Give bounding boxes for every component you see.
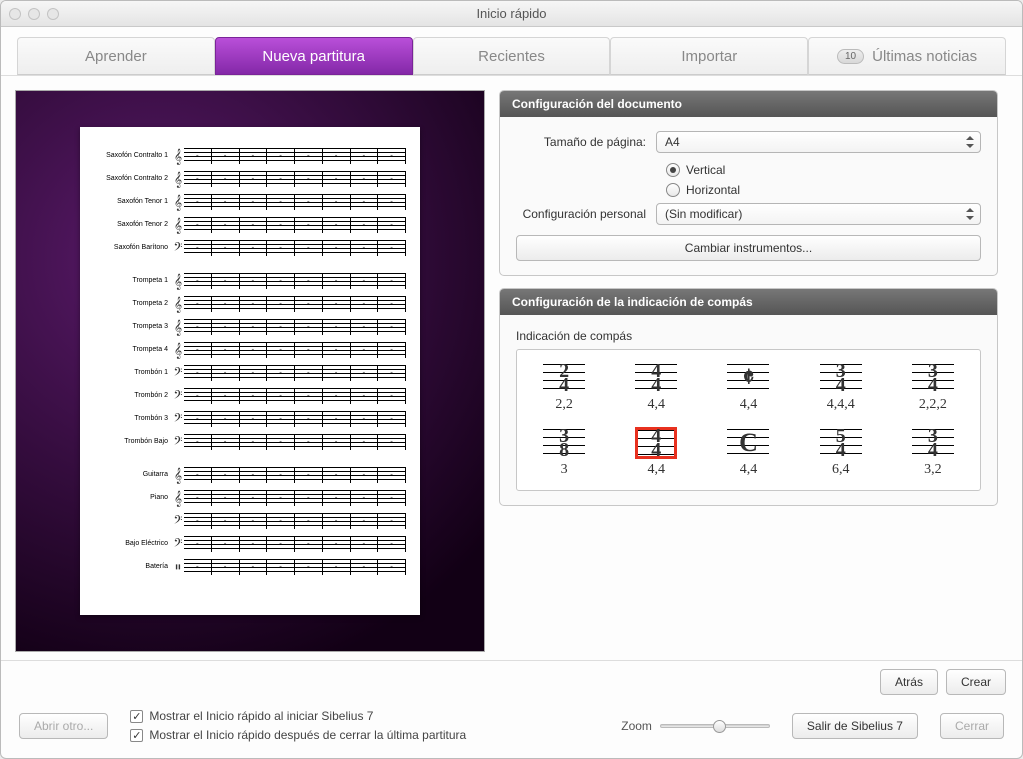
score-page: Saxofón Contralto 1𝄞Saxofón Contralto 2𝄞… <box>80 127 420 615</box>
tab-recent[interactable]: Recientes <box>413 37 611 75</box>
exit-button[interactable]: Salir de Sibelius 7 <box>792 713 918 739</box>
check-show-after-close[interactable]: ✓Mostrar el Inicio rápido después de cer… <box>130 728 466 742</box>
orientation-vertical[interactable]: Vertical <box>666 163 981 177</box>
quick-start-window: Inicio rápido Aprender Nueva partitura R… <box>0 0 1023 759</box>
tab-bar: Aprender Nueva partitura Recientes Impor… <box>1 27 1022 75</box>
timesig-option[interactable]: C4,4 <box>713 427 783 478</box>
timesig-option[interactable]: 444,4 <box>621 362 691 413</box>
window-title: Inicio rápido <box>1 6 1022 21</box>
timesig-option[interactable]: 383 <box>529 427 599 478</box>
tab-label: Importar <box>681 48 737 65</box>
timesig-option[interactable]: 𝄵4,4 <box>713 362 783 413</box>
slider-thumb[interactable] <box>713 720 726 733</box>
timesig-option[interactable]: 242,2 <box>529 362 599 413</box>
tab-learn[interactable]: Aprender <box>17 37 215 75</box>
section-header: Configuración de la indicación de compás <box>500 289 997 315</box>
timesig-option[interactable]: 546,4 <box>806 427 876 478</box>
orientation-horizontal[interactable]: Horizontal <box>666 183 981 197</box>
score-preview: Saxofón Contralto 1𝄞Saxofón Contralto 2𝄞… <box>15 90 485 652</box>
tab-label: Últimas noticias <box>872 48 977 65</box>
checkbox-icon: ✓ <box>130 710 143 723</box>
timesig-option[interactable]: 343,2 <box>898 427 968 478</box>
titlebar: Inicio rápido <box>1 1 1022 27</box>
zoom-control: Zoom <box>621 719 770 733</box>
tab-import[interactable]: Importar <box>610 37 808 75</box>
radio-icon <box>666 163 680 177</box>
zoom-slider[interactable] <box>660 724 770 728</box>
startup-checks: ✓Mostrar el Inicio rápido al iniciar Sib… <box>130 709 466 742</box>
timesig-option[interactable]: 342,2,2 <box>898 362 968 413</box>
timesig-option[interactable]: 444,4 <box>621 427 691 478</box>
create-button[interactable]: Crear <box>946 669 1006 695</box>
timesig-option[interactable]: 344,4,4 <box>806 362 876 413</box>
settings-panel: Configuración del documento Tamaño de pá… <box>499 90 1008 652</box>
personal-config-label: Configuración personal <box>516 207 656 221</box>
back-button[interactable]: Atrás <box>880 669 938 695</box>
timesig-grid: 242,2 444,4 𝄵4,4 344,4,4 342,2,2 383 444,4 C4,4… <box>529 362 968 478</box>
section-header: Configuración del documento <box>500 91 997 117</box>
tab-label: Aprender <box>85 48 147 65</box>
tab-label: Recientes <box>478 48 545 65</box>
radio-icon <box>666 183 680 197</box>
tab-new-score[interactable]: Nueva partitura <box>215 37 413 75</box>
personal-config-select[interactable]: (Sin modificar) <box>656 203 981 225</box>
timesig-box: 242,2 444,4 𝄵4,4 344,4,4 342,2,2 383 444,4 C4,4… <box>516 349 981 491</box>
checkbox-icon: ✓ <box>130 729 143 742</box>
change-instruments-button[interactable]: Cambiar instrumentos... <box>516 235 981 261</box>
bottom-bar: Abrir otro... ✓Mostrar el Inicio rápido … <box>1 699 1022 758</box>
page-size-select[interactable]: A4 <box>656 131 981 153</box>
nav-footer: Atrás Crear <box>1 660 1022 699</box>
content-area: Saxofón Contralto 1𝄞Saxofón Contralto 2𝄞… <box>1 75 1022 660</box>
page-size-label: Tamaño de página: <box>516 135 656 149</box>
close-button[interactable]: Cerrar <box>940 713 1004 739</box>
check-show-on-start[interactable]: ✓Mostrar el Inicio rápido al iniciar Sib… <box>130 709 466 723</box>
tab-label: Nueva partitura <box>262 48 365 65</box>
news-badge: 10 <box>837 49 864 64</box>
timesig-section: Configuración de la indicación de compás… <box>499 288 998 506</box>
zoom-label: Zoom <box>621 719 652 733</box>
doc-config-section: Configuración del documento Tamaño de pá… <box>499 90 998 276</box>
tab-news[interactable]: 10 Últimas noticias <box>808 37 1006 75</box>
timesig-group-label: Indicación de compás <box>516 329 981 343</box>
open-other-button[interactable]: Abrir otro... <box>19 713 108 739</box>
